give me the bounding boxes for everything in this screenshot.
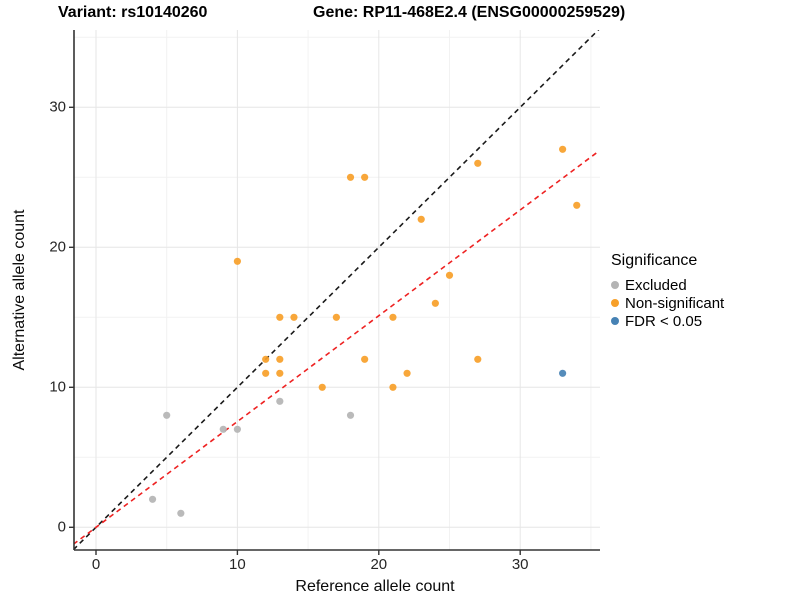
legend-item-label: FDR < 0.05 [625, 312, 703, 330]
data-point [262, 369, 270, 377]
data-point [346, 173, 355, 181]
data-point [276, 355, 284, 363]
data-point [403, 369, 411, 377]
data-point [262, 355, 270, 363]
data-point [361, 173, 369, 181]
data-point [346, 411, 355, 419]
legend-title: Significance [611, 252, 698, 269]
y-tick-label: 10 [49, 378, 66, 396]
data-point [233, 425, 241, 433]
legend-item-label: Non-significant [625, 294, 725, 312]
legend: Significance Excluded Non-significant FDR … [611, 252, 724, 330]
data-point [163, 411, 171, 419]
data-point [219, 425, 227, 433]
data-point [276, 369, 284, 377]
data-point [361, 355, 369, 363]
series-excluded [148, 397, 355, 517]
x-tick-label: 0 [91, 556, 101, 573]
data-point [474, 355, 482, 363]
legend-item: FDR < 0.05 [611, 312, 724, 330]
legend-dot-icon [611, 317, 619, 325]
y-tick-label: 0 [57, 518, 66, 536]
data-point [148, 495, 157, 503]
y-tick-label: 30 [49, 98, 66, 116]
data-point [290, 313, 298, 321]
legend-item: Excluded [611, 276, 724, 294]
data-point [276, 313, 284, 321]
legend-item-label: Excluded [625, 276, 687, 294]
x-tick-label: 10 [229, 556, 246, 573]
data-point [177, 509, 185, 517]
y-axis-title: Alternative allele count [11, 209, 28, 371]
series-non-significant [233, 145, 581, 391]
legend-item: Non-significant [611, 294, 724, 312]
identity-line [74, 30, 600, 550]
data-point [573, 201, 581, 209]
variant-title: Variant: rs10140260 [58, 4, 208, 21]
data-point [417, 215, 425, 223]
x-axis-title: Reference allele count [295, 578, 455, 595]
y-tick-label: 20 [49, 238, 66, 256]
data-point [233, 257, 241, 265]
data-point [431, 299, 439, 307]
x-tick-label: 20 [370, 556, 388, 573]
data-point [474, 159, 482, 167]
legend-dot-icon [611, 299, 619, 307]
series-fdr-0-05 [559, 369, 567, 377]
data-point [276, 397, 284, 405]
data-point [389, 383, 397, 391]
legend-dot-icon [611, 281, 619, 289]
data-point [389, 313, 397, 321]
gene-title: Gene: RP11-468E2.4 (ENSG00000259529) [313, 4, 626, 21]
data-point [318, 383, 326, 391]
data-point [332, 313, 340, 321]
panel-background [74, 30, 600, 550]
data-point [559, 145, 567, 153]
data-point [559, 369, 567, 377]
x-tick-label: 30 [511, 556, 529, 573]
fit-line [74, 150, 600, 545]
legend-items: Excluded Non-significant FDR < 0.05 [611, 276, 724, 330]
data-point [445, 271, 454, 279]
